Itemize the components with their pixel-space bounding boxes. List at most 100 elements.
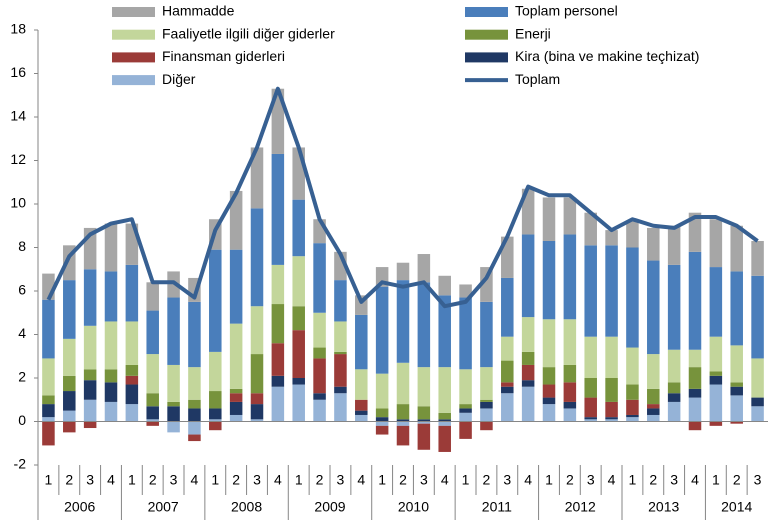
bar-segment — [250, 393, 264, 405]
bar-segment — [480, 421, 493, 431]
legend-swatch — [112, 52, 155, 63]
bar-segment — [584, 212, 597, 246]
bar-segment — [250, 147, 264, 209]
total-line — [46, 86, 759, 309]
bar-segment — [229, 414, 243, 422]
bar-segment — [417, 419, 431, 422]
bar-segment — [709, 384, 723, 422]
bar-segment — [647, 354, 660, 389]
bar-segment — [271, 153, 285, 265]
bar-segment — [396, 362, 410, 405]
legend-label: Toplam personel — [515, 3, 618, 19]
bar-segment — [146, 421, 159, 426]
bar-segment — [751, 240, 764, 276]
bar-segment — [480, 301, 493, 368]
bar-segment — [209, 391, 222, 409]
bar-segment — [334, 393, 347, 422]
bar-segment — [83, 269, 97, 326]
x-tick-label: 2 — [65, 472, 73, 488]
bar-segment — [647, 260, 660, 355]
bar-segment — [188, 301, 201, 368]
x-tick-label: 2 — [232, 472, 240, 488]
x-tick-label: 4 — [191, 472, 199, 488]
bar-segment — [667, 393, 681, 402]
bar-segment — [688, 421, 702, 431]
bar-segment — [417, 421, 431, 424]
bar-segment — [355, 369, 368, 400]
x-tick-label: 1 — [211, 472, 219, 488]
bar-segment — [584, 417, 597, 420]
bar-segment — [647, 388, 660, 405]
x-tick-label: 4 — [524, 472, 532, 488]
bar-segment — [459, 284, 472, 298]
bar-segment — [229, 401, 243, 415]
x-tick-label: 3 — [587, 472, 595, 488]
year-label: 2009 — [314, 499, 345, 515]
bar-segment — [375, 408, 389, 418]
bar-segment — [271, 88, 285, 154]
y-tick-label: 2 — [18, 369, 26, 385]
bar-segment — [63, 338, 76, 376]
bar-segment — [271, 375, 285, 387]
bar-segment — [396, 425, 410, 446]
bar-segment — [563, 401, 577, 409]
bar-segment — [125, 375, 139, 385]
x-tick-label: 4 — [357, 472, 365, 488]
bar-segment — [563, 319, 577, 365]
x-tick-label: 2 — [566, 472, 574, 488]
y-tick-label: 18 — [10, 21, 26, 37]
bar-segment — [709, 421, 723, 426]
bar-segment — [626, 414, 639, 418]
bar-segment — [146, 406, 159, 420]
bar-segment — [605, 417, 618, 420]
bar-segment — [438, 275, 451, 296]
bar-segment — [125, 384, 139, 405]
bar-segment — [292, 147, 305, 200]
bar-segment — [501, 386, 514, 394]
y-tick-label: 0 — [18, 412, 26, 428]
bar-segment — [521, 188, 535, 235]
bar-segment — [667, 382, 681, 394]
year-label: 2006 — [64, 499, 95, 515]
bar-segment — [542, 384, 556, 398]
bar-segment — [542, 240, 556, 320]
bar-segment — [563, 364, 577, 383]
bar-segment — [42, 417, 55, 422]
x-tick-label: 1 — [629, 472, 637, 488]
y-tick-label: 12 — [10, 151, 26, 167]
y-tick-label: 6 — [18, 282, 26, 298]
bar-segment — [146, 354, 159, 394]
bar-segment — [209, 351, 222, 392]
bar-segment — [626, 221, 639, 248]
bar-segment — [584, 336, 597, 378]
bar-segment — [459, 421, 472, 439]
bar-segment — [250, 306, 264, 355]
bar-segment — [63, 410, 76, 422]
x-tick-label: 3 — [86, 472, 94, 488]
bar-segment — [271, 304, 285, 344]
legend-label: Kira (bina ve makine teçhizat) — [515, 48, 699, 64]
x-tick-label: 3 — [253, 472, 261, 488]
bar-segment — [647, 408, 660, 415]
bar-segment — [292, 384, 305, 422]
bar-segment — [688, 388, 702, 398]
bar-segment — [730, 382, 743, 387]
bar-segment — [459, 297, 472, 370]
bar-segment — [438, 419, 451, 422]
bar-segment — [480, 399, 493, 402]
bar-segment — [438, 421, 451, 426]
x-tick-label: 2 — [649, 472, 657, 488]
bar-segment — [501, 382, 514, 387]
bar-segment — [751, 275, 764, 359]
bar-segment — [501, 360, 514, 383]
bar-segment — [605, 419, 618, 422]
bar-segment — [688, 349, 702, 368]
bar-segment — [396, 419, 410, 422]
bar-segment — [229, 249, 243, 324]
bar-segment — [250, 354, 264, 394]
bar-segment — [521, 364, 535, 381]
bar-segment — [709, 267, 723, 337]
bar-segment — [313, 358, 326, 394]
bar-segment — [104, 401, 118, 422]
legend-label: Faaliyetle ilgili diğer giderler — [162, 25, 335, 41]
